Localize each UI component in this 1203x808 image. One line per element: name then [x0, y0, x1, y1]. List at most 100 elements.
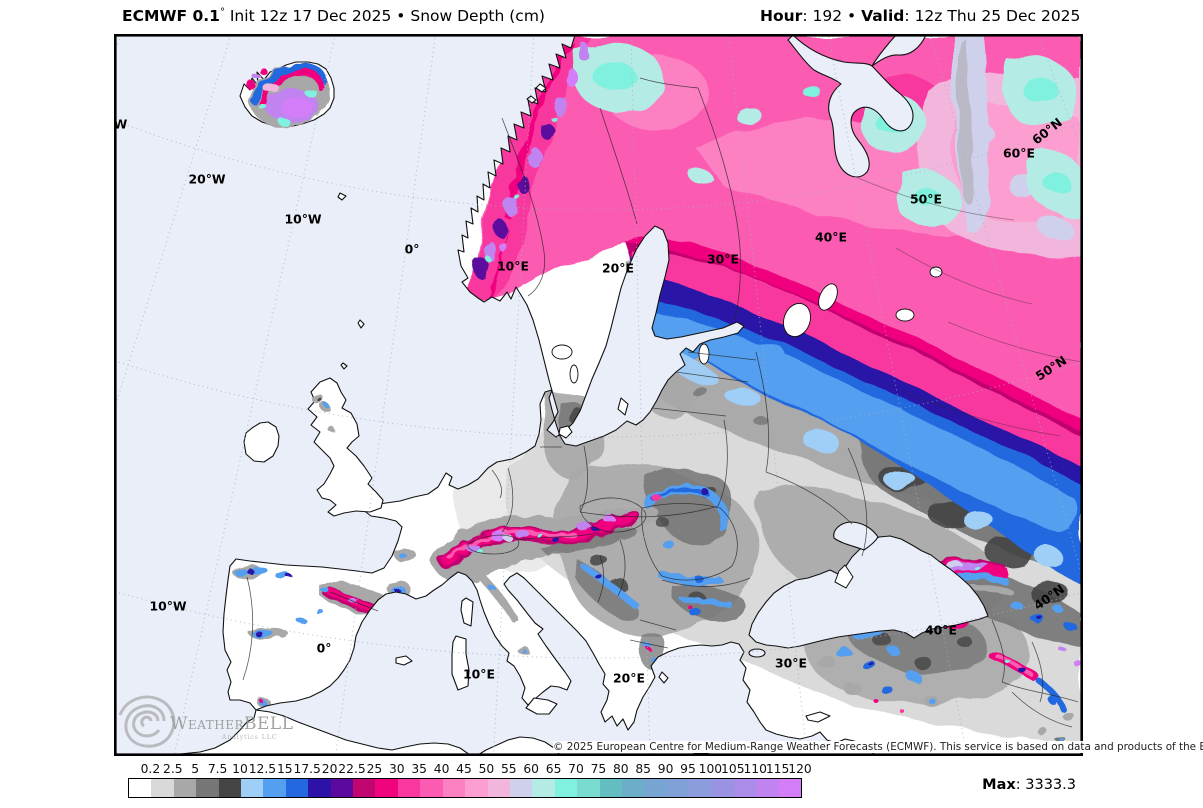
euboea	[658, 671, 669, 684]
legend-cell	[151, 779, 174, 797]
legend-tick: 35	[411, 762, 428, 776]
legend-tick: 120	[788, 762, 812, 776]
legend-tick: 95	[680, 762, 696, 776]
legend-tick: 25	[366, 762, 383, 776]
great-britain	[307, 377, 384, 517]
max-value: 3333.3	[1025, 777, 1076, 793]
legend-cell	[375, 779, 398, 797]
valid-value: 12z Thu 25 Dec 2025	[914, 7, 1081, 25]
barents-white-sea	[787, 35, 914, 178]
legend-cell	[308, 779, 331, 797]
scandes-mountains	[470, 42, 590, 302]
cyprus	[805, 711, 831, 723]
logo-text: WeatherBELL	[170, 714, 293, 734]
lake-ladoga	[783, 302, 811, 338]
legend-cell	[689, 779, 712, 797]
lake-vygozero	[929, 266, 943, 278]
hour-value: 192	[812, 7, 843, 25]
legend-cell	[173, 779, 197, 797]
legend-tick: 110	[743, 762, 767, 776]
legend-cell	[621, 779, 645, 797]
legend-cell	[241, 779, 264, 797]
legend-tick: 15	[276, 762, 293, 776]
atlantic-sea	[115, 35, 745, 755]
legend-cell	[465, 779, 488, 797]
legend-cell	[733, 779, 757, 797]
lakes	[551, 266, 943, 384]
legend-tick: 80	[612, 762, 629, 776]
legend-cell	[218, 779, 242, 797]
legend-tick: 40	[433, 762, 450, 776]
legend-tick: 60	[523, 762, 540, 776]
legend-cell	[756, 779, 779, 797]
legend-cell	[420, 779, 443, 797]
logo-spiral	[118, 695, 176, 748]
mediterranean-sea	[255, 571, 876, 755]
legend-cell	[711, 779, 734, 797]
legend-cell	[285, 779, 309, 797]
legend-tick: 45	[456, 762, 472, 776]
legend-tick: 2.5	[163, 762, 183, 776]
alps-snow	[430, 505, 659, 584]
white-sea-bay	[871, 35, 927, 67]
black-sea	[748, 535, 989, 649]
legend-tick: 17.5	[293, 762, 321, 776]
model-name: ECMWF 0.1	[122, 7, 220, 25]
legend-cell	[263, 779, 286, 797]
sea-layer	[115, 35, 989, 755]
sea-of-marmara	[748, 648, 766, 658]
sardinia	[451, 635, 470, 691]
init-subtitle: Init 12z 17 Dec 2025 • Snow Depth (cm)	[224, 7, 545, 25]
legend-tick: 85	[635, 762, 652, 776]
legend-cell	[666, 779, 690, 797]
legend-tick: 50	[478, 762, 495, 776]
legend-tick: 5	[191, 762, 200, 776]
copyright-text: © 2025 European Centre for Medium-Range …	[553, 741, 1203, 753]
sicily	[525, 697, 558, 715]
lake-beloye	[895, 308, 915, 322]
lake-vattern	[569, 364, 579, 384]
corsica	[460, 597, 474, 627]
mallorca	[395, 655, 413, 666]
legend-tick: 105	[721, 762, 745, 776]
zealand	[558, 425, 573, 439]
lake-vanern	[551, 344, 573, 360]
shetland	[357, 319, 365, 329]
legend-tick: 10	[232, 762, 248, 776]
legend-cell	[397, 779, 421, 797]
logo-subtext: Analytics LLC	[221, 734, 277, 741]
legend-cell	[577, 779, 600, 797]
map-canvas: 0°W20°W10°W0°10°E20°E30°E40°E50°E60°E60°…	[114, 34, 1083, 756]
legend-tick: 20	[321, 762, 338, 776]
weatherbell-logo: WeatherBELL Analytics LLC	[118, 693, 293, 753]
legend-tick: 12.5	[248, 762, 277, 776]
country-borders	[242, 77, 1082, 728]
valid-time: Hour: 192 • Valid: 12z Thu 25 Dec 2025	[760, 7, 1081, 25]
lake-onega	[818, 283, 838, 311]
ireland	[243, 421, 280, 463]
crimea	[834, 564, 854, 589]
legend-tick: 100	[698, 762, 723, 776]
faroe	[337, 192, 347, 201]
legend-tick: 65	[545, 762, 562, 776]
legend-cell	[442, 779, 466, 797]
legend-tick: 22.5	[338, 762, 366, 776]
legend-cell	[778, 779, 802, 797]
legend-cell	[599, 779, 622, 797]
legend-tick: 30	[388, 762, 405, 776]
legend-tick: 75	[590, 762, 607, 776]
max-value-line: Max: 3333.3	[982, 777, 1076, 793]
legend-tick: 115	[765, 762, 790, 776]
legend-cell	[509, 779, 533, 797]
map-title: ECMWF 0.1° Init 12z 17 Dec 2025 • Snow D…	[122, 6, 545, 25]
legend-cell	[330, 779, 354, 797]
europe-snow-map	[115, 35, 1082, 755]
orkney	[340, 362, 348, 370]
legend-tick: 90	[657, 762, 674, 776]
legend-tick: 0.2	[140, 762, 161, 776]
legend-tick: 7.5	[207, 762, 228, 776]
legend-color-bar	[128, 778, 802, 798]
lofoten	[526, 83, 547, 104]
gotland	[617, 397, 629, 416]
legend-cell	[129, 779, 152, 797]
